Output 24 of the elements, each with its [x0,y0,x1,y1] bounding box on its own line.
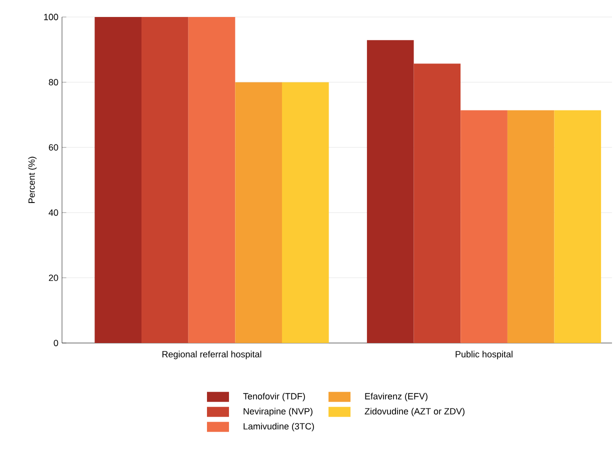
y-tick-label: 40 [48,209,58,216]
x-tick-label: Public hospital [456,350,512,360]
bar [366,40,414,344]
y-tick-label: 100 [44,14,58,20]
legend-label: Lamivudine (3TC) [244,422,314,432]
y-axis-title: Percent (%) [28,156,37,204]
legend-label: Tenofovir (TDF) [243,392,305,402]
y-tick-label: 80 [48,79,58,86]
bar [507,110,554,344]
legend-label: Nevirapine (NVP) [244,408,312,416]
bar [460,110,508,344]
legend-label: Zidovudine (AZT or ZDV) [364,408,464,416]
y-tick-label: 20 [48,274,58,281]
x-tick-label: Regional referral hospital [162,350,262,360]
y-tick-label: 60 [48,144,58,151]
bar [94,17,142,344]
y-tick-label: 0 [54,340,58,346]
bar [554,110,602,344]
bar [235,82,282,344]
bar [142,17,188,344]
bar [414,64,461,344]
bar [282,82,329,344]
bar [188,17,236,344]
legend-label: Efavirenz (EFV) [365,392,428,402]
